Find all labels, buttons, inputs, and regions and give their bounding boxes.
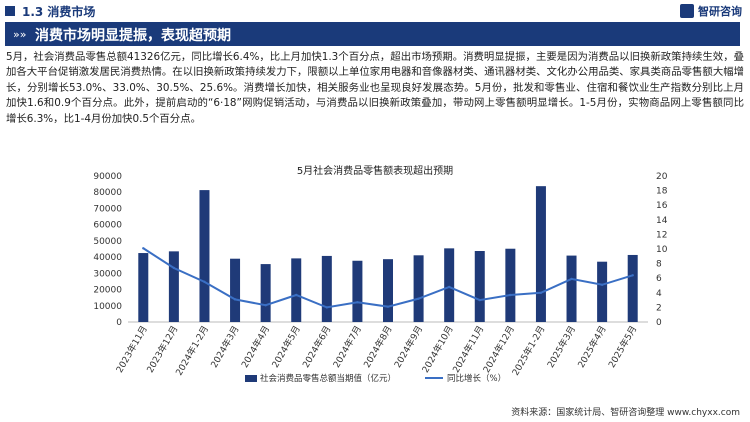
line-point bbox=[142, 247, 145, 250]
line-point bbox=[417, 297, 420, 300]
y-left-tick-label: 90000 bbox=[93, 172, 122, 182]
line-point bbox=[233, 298, 237, 301]
legend-swatch-bar bbox=[245, 375, 257, 382]
legend-label-bar: 社会消费品零售总额当期值（亿元） bbox=[260, 373, 396, 384]
line-point bbox=[386, 305, 390, 308]
y-right-tick-label: 10 bbox=[656, 245, 668, 255]
x-tick-label: 2024年10月 bbox=[419, 324, 456, 375]
line-point bbox=[172, 266, 176, 270]
line-point bbox=[325, 306, 329, 309]
x-tick-label: 2025年5月 bbox=[606, 324, 640, 370]
bar bbox=[627, 254, 638, 322]
x-tick-label: 2024年6月 bbox=[300, 324, 334, 370]
body-paragraph: 5月，社会消费品零售总额41326亿元，同比增长6.4%，比上月加快1.3个百分… bbox=[6, 51, 744, 125]
bar bbox=[566, 255, 577, 322]
line-point bbox=[295, 293, 298, 297]
x-tick-label: 2024年3月 bbox=[208, 324, 242, 370]
bar bbox=[230, 258, 241, 322]
x-tick-label: 2025年3月 bbox=[544, 324, 578, 370]
bar bbox=[535, 186, 546, 322]
bar bbox=[138, 253, 149, 322]
chevron-right-icon: »» bbox=[13, 28, 27, 41]
y-right-tick-label: 14 bbox=[656, 216, 668, 226]
line-point bbox=[447, 285, 451, 289]
y-right-tick-label: 18 bbox=[656, 187, 668, 197]
x-tick-label: 2024年7月 bbox=[330, 324, 364, 370]
y-left-tick-label: 80000 bbox=[93, 188, 122, 198]
bar bbox=[352, 260, 363, 322]
bar bbox=[260, 264, 271, 322]
header: 1.3 消费市场 智研咨询 bbox=[0, 0, 750, 22]
section-marker-icon bbox=[5, 6, 15, 16]
y-left-tick-label: 70000 bbox=[93, 204, 122, 214]
line-point bbox=[509, 293, 512, 297]
bar bbox=[505, 248, 516, 322]
brand-logo: 智研咨询 bbox=[680, 3, 742, 19]
bar bbox=[291, 258, 302, 322]
bar bbox=[474, 251, 485, 322]
x-tick-label: 2025年4月 bbox=[575, 324, 609, 370]
x-tick-label: 2024年4月 bbox=[239, 324, 273, 370]
line-point bbox=[631, 274, 634, 277]
brand-name: 智研咨询 bbox=[698, 5, 742, 18]
bar bbox=[199, 190, 210, 322]
y-left-tick-label: 10000 bbox=[93, 302, 122, 312]
source-footer: 资料来源：国家统计局、智研咨询整理 www.chyxx.com bbox=[511, 408, 740, 418]
chart-title: 5月社会消费品零售额表现超出预期 bbox=[296, 166, 454, 177]
bar bbox=[383, 259, 393, 322]
y-right-tick-label: 6 bbox=[656, 274, 662, 284]
x-tick-label: 2023年12月 bbox=[144, 324, 181, 375]
y-left-tick-label: 30000 bbox=[93, 269, 122, 279]
x-tick-label: 2023年11月 bbox=[113, 324, 150, 375]
y-right-tick-label: 20 bbox=[656, 172, 668, 182]
title-banner: »» 消费市场明显提振，表现超预期 bbox=[5, 22, 740, 46]
bar bbox=[444, 248, 455, 322]
legend-label-line: 同比增长（%） bbox=[447, 373, 506, 384]
y-right-tick-label: 8 bbox=[656, 260, 662, 270]
brand-logo-icon bbox=[680, 4, 694, 18]
y-right-tick-label: 0 bbox=[656, 318, 662, 328]
bar bbox=[321, 255, 332, 322]
bar bbox=[168, 251, 179, 322]
banner-title: 消费市场明显提振，表现超预期 bbox=[35, 28, 231, 44]
bar bbox=[413, 255, 424, 322]
line-point bbox=[539, 291, 543, 294]
x-tick-label: 2024年9月 bbox=[391, 324, 425, 370]
line-point bbox=[478, 298, 481, 302]
section-title: 1.3 消费市场 bbox=[22, 5, 96, 19]
y-right-tick-label: 12 bbox=[656, 230, 667, 240]
y-left-tick-label: 60000 bbox=[93, 221, 122, 231]
y-left-tick-label: 20000 bbox=[93, 286, 122, 296]
x-tick-label: 2024年5月 bbox=[269, 324, 303, 370]
line-point bbox=[570, 277, 573, 281]
y-left-tick-label: 0 bbox=[116, 318, 122, 328]
line-point bbox=[356, 301, 359, 304]
line-point bbox=[600, 283, 604, 286]
line-point bbox=[264, 304, 267, 307]
y-right-tick-label: 16 bbox=[656, 201, 668, 211]
y-left-tick-label: 40000 bbox=[93, 253, 122, 263]
line-point bbox=[203, 280, 206, 284]
y-left-tick-label: 50000 bbox=[93, 237, 122, 247]
x-tick-label: 2024年12月 bbox=[480, 324, 517, 375]
y-right-tick-label: 2 bbox=[656, 303, 662, 313]
bar bbox=[597, 261, 608, 322]
y-right-tick-label: 4 bbox=[656, 289, 662, 299]
x-tick-label: 2024年11月 bbox=[450, 324, 487, 375]
x-tick-label: 2024年8月 bbox=[361, 324, 395, 370]
